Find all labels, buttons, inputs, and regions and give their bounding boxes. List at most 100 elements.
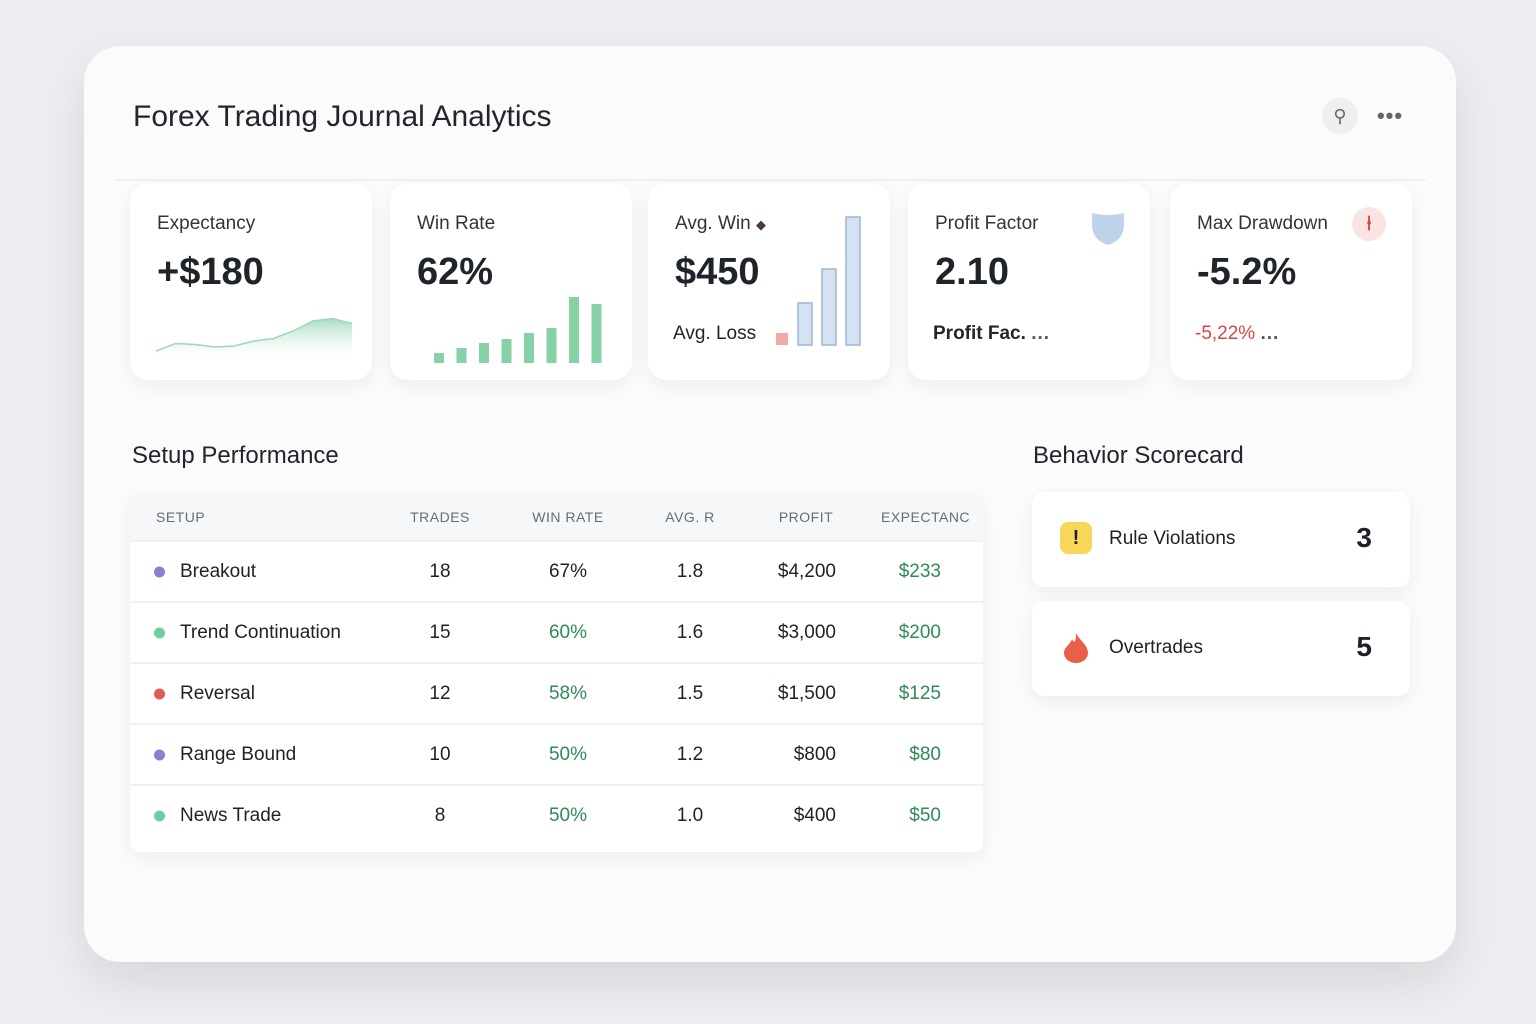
scorecard-overtrades[interactable]: Overtrades 5 [1032,601,1410,696]
pin-down-icon: ⍿ [1352,207,1386,241]
win-rate-cell: 50% [548,804,588,826]
scorecard-label: Overtrades [1109,637,1203,658]
setup-name: News Trade [180,804,282,826]
avg-r-cell: 1.2 [676,743,704,765]
trades-cell: 8 [434,804,446,826]
section-title: Setup Performance [132,442,339,469]
setup-color-dot [154,688,165,699]
setup-color-dot [154,566,165,577]
sparkline-area [156,318,352,363]
column-header[interactable]: AVG. R [665,509,715,525]
win-rate-bar [456,348,467,363]
scorecard-rule-violations[interactable]: ! Rule Violations 3 [1032,492,1410,587]
avg-r-cell: 1.0 [676,804,704,826]
column-header[interactable]: TRADES [410,509,470,525]
trades-cell: 18 [429,560,451,582]
kpi-value: $450 [675,251,760,293]
kpi-value: -5.2% [1197,251,1297,293]
page-title: Forex Trading Journal Analytics [133,100,552,133]
win-rate-cell: 60% [548,621,588,643]
fire-icon [1060,631,1092,663]
sparkline-line [156,317,352,352]
win-rate-bar [546,328,557,363]
avg-r-cell: 1.8 [676,560,704,582]
expectancy-cell: $200 [898,621,941,643]
win-rate-bar [479,343,489,363]
expectancy-cell: $80 [909,743,941,765]
kpi-avg-win: Avg. Win ◆ $450 Avg. Loss [648,183,890,380]
kpi-win-rate: Win Rate 62% [390,183,632,380]
expectancy-cell: $125 [898,682,941,704]
kpi-value: 2.10 [935,251,1009,293]
kpi-profit-factor: Profit Factor 2.10 Profit Fac. ... [908,183,1150,380]
kpi-sub-label: -5,22% ... [1195,323,1280,344]
profit-cell: $1,500 [777,682,836,704]
setup-name: Breakout [180,560,257,582]
table-header: SETUP TRADES WIN RATE AVG. R PROFIT EXPE… [130,494,983,540]
win-rate-bar [569,297,579,363]
win-rate-bar [501,339,512,363]
setup-color-dot [154,627,165,638]
kpi-value: 62% [417,251,494,293]
kpi-value: +$180 [157,251,264,293]
column-header[interactable]: WIN RATE [532,509,604,525]
kpi-expectancy: Expectancy +$180 [130,183,372,380]
column-header[interactable]: EXPECTANC [881,509,971,525]
setup-performance-table: SETUP TRADES WIN RATE AVG. R PROFIT EXPE… [130,494,983,852]
scorecard-count: 3 [1356,522,1372,553]
profit-cell: $4,200 [777,560,836,582]
section-title: Behavior Scorecard [1033,442,1244,469]
scorecard-count: 5 [1356,631,1372,662]
more-icon[interactable]: ••• [1376,103,1404,128]
win-rate-cell: 67% [548,560,588,582]
win-rate-bar [591,304,602,363]
table-row[interactable]: Breakout 18 67% 1.8 $4,200 $233 [130,540,983,601]
expectancy-cell: $50 [909,804,941,826]
header-divider [114,179,1426,181]
avg-win-bars [776,216,861,346]
dashboard-panel: Forex Trading Journal Analytics ⚲ ••• Ex… [84,46,1456,962]
win-rate-bar [524,333,534,363]
avg-win-bar [797,302,813,346]
table-row[interactable]: News Trade 8 50% 1.0 $400 $50 [130,784,983,845]
shield-icon [1092,213,1124,245]
scorecard-label: Rule Violations [1109,528,1236,549]
setup-color-dot [154,810,165,821]
trades-cell: 15 [429,621,451,643]
avg-r-cell: 1.6 [676,621,704,643]
warning-icon: ! [1060,522,1092,554]
profit-cell: $400 [793,804,836,826]
expectancy-cell: $233 [898,560,941,582]
win-rate-cell: 58% [548,682,588,704]
kpi-sub-label: Avg. Loss [673,323,757,344]
kpi-sub-label: Profit Fac. ... [933,323,1051,344]
table-row[interactable]: Range Bound 10 50% 1.2 $800 $80 [130,723,983,784]
setup-name: Range Bound [180,743,297,765]
column-header[interactable]: SETUP [156,509,206,525]
profit-cell: $3,000 [777,621,836,643]
avg-loss-bar [776,333,788,345]
column-header[interactable]: PROFIT [778,509,834,525]
kpi-label: Max Drawdown [1197,213,1328,234]
table-row[interactable]: Trend Continuation 15 60% 1.6 $3,000 $20… [130,601,983,662]
pin-icon[interactable]: ⚲ [1322,98,1358,134]
win-rate-bar [434,353,444,363]
kpi-label: Profit Factor [935,213,1039,234]
kpi-label: Avg. Win ◆ [675,213,766,234]
kpi-max-drawdown: Max Drawdown ⍿ -5.2% -5,22% ... [1170,183,1412,380]
avg-r-cell: 1.5 [676,682,704,704]
avg-win-bar [821,268,837,346]
trades-cell: 10 [429,743,451,765]
table-row[interactable]: Reversal 12 58% 1.5 $1,500 $125 [130,662,983,723]
setup-name: Reversal [180,682,255,704]
win-rate-bars [434,297,602,363]
win-rate-cell: 50% [548,743,588,765]
setup-name: Trend Continuation [180,621,341,643]
avg-win-bar [845,216,861,346]
kpi-label: Win Rate [417,213,496,234]
trades-cell: 12 [429,682,451,704]
setup-color-dot [154,749,165,760]
diamond-icon: ◆ [755,217,766,232]
expectancy-sparkline [156,317,352,363]
kpi-label: Expectancy [157,213,256,234]
